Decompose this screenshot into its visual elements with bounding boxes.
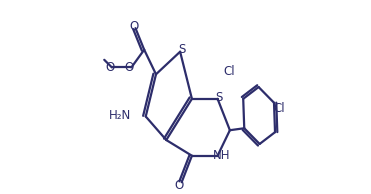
Text: NH: NH: [213, 149, 230, 162]
Text: H₂N: H₂N: [109, 109, 131, 122]
Text: O: O: [124, 61, 134, 74]
Text: O: O: [105, 61, 115, 74]
Text: O: O: [175, 179, 184, 192]
Text: O: O: [129, 20, 138, 33]
Text: Cl: Cl: [223, 65, 235, 78]
Text: S: S: [216, 91, 223, 104]
Text: Cl: Cl: [273, 102, 285, 115]
Text: S: S: [178, 43, 186, 56]
